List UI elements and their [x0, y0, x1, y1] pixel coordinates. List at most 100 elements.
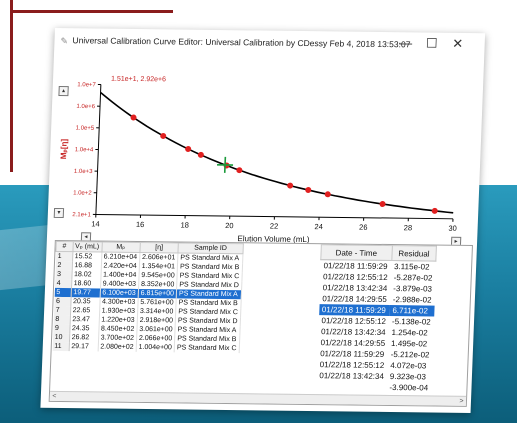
table-cell: 11 — [52, 341, 69, 352]
table-cell: 6.815e+00 — [137, 288, 177, 299]
table-cell: 1.400e+04 — [100, 270, 140, 280]
data-point — [324, 191, 331, 198]
table-cell: 1.004e+00 — [135, 342, 175, 353]
table-cell: 5 — [54, 287, 72, 298]
table-cell: 18.02 — [71, 270, 101, 280]
table-cell: 23.47 — [69, 315, 99, 325]
table-cell: 18.60 — [71, 279, 101, 289]
calibration-data-table: # Vₚ (mL) Mₚ [η] Sample ID 1 15.52 6.210e+04 2.… — [52, 241, 244, 354]
table-cell: 1.354e+01 — [139, 261, 178, 272]
table-cell: 2 — [55, 260, 73, 271]
cursor-crosshair-v — [223, 156, 227, 173]
x-tick-label: 16 — [136, 220, 145, 229]
table-cell: 19.77 — [70, 288, 101, 298]
data-point — [130, 114, 137, 121]
title-bar: ✎ Universal Calibration Curve Editor: Un… — [54, 28, 485, 57]
table-cell: 01/22/18 12:55:12 — [322, 272, 388, 282]
x-axis-label: Elution Volume (mL) — [237, 234, 310, 244]
table-cell: 15.52 — [72, 251, 102, 262]
table-cell: 1.930e+03 — [98, 306, 138, 316]
column-header: Vₚ (mL) — [72, 241, 102, 253]
table-cell: -5.212e-02 — [390, 350, 430, 360]
y-tick-label: 1.0e+4 — [75, 147, 94, 153]
table-cell: 16.88 — [71, 261, 102, 271]
calibration-editor-window: ✎ Universal Calibration Curve Editor: Un… — [40, 28, 486, 413]
data-point — [185, 145, 192, 152]
table-cell: 01/22/18 14:29:55 — [320, 338, 386, 348]
table-row[interactable]: -3.900e-04 — [316, 381, 432, 393]
data-point — [197, 151, 204, 158]
table-cell: 2.066e+00 — [136, 333, 175, 344]
table-cell: 2.420e+04 — [100, 261, 140, 271]
table-cell: 22.65 — [69, 306, 100, 316]
x-tick-label: 28 — [404, 223, 413, 232]
table-cell: 8.352e+00 — [138, 279, 177, 290]
x-tick-label: 14 — [91, 219, 100, 228]
decorative-line-horizontal — [10, 10, 173, 13]
table-cell: 3.115e-02 — [393, 262, 430, 272]
table-cell: 5.761e+00 — [137, 297, 177, 308]
table-cell: 8 — [53, 314, 70, 325]
table-cell: -3.900e-04 — [389, 382, 429, 393]
calibration-chart[interactable]: 1.0e+7 1.0e+6 1.0e+5 1.0e+4 1.0e+3 1.0e+2 2.1e… — [47, 54, 484, 249]
scroll-right-icon[interactable]: > — [459, 397, 464, 405]
table-row[interactable]: 01/22/18 13:42:34 9.323e-03 — [316, 370, 432, 382]
table-cell: 9 — [52, 323, 70, 334]
x-tick-label: 18 — [180, 220, 189, 229]
table-cell: 9.400e+03 — [100, 279, 139, 289]
data-point — [287, 182, 294, 189]
column-header: # — [55, 241, 73, 252]
table-cell: -3.879e-03 — [393, 284, 433, 294]
fit-curve — [100, 91, 454, 214]
y-tick-label: 1.0e+2 — [73, 191, 92, 197]
y-axis-label: Mₚ[η] — [59, 139, 69, 160]
table-cell: 7 — [53, 305, 71, 316]
x-tick-label: 22 — [270, 222, 279, 231]
table-cell: 1 — [55, 251, 73, 262]
table-cell: 2.918e+00 — [136, 315, 176, 326]
y-tick-label: 1.0e+6 — [76, 104, 95, 110]
maximize-button[interactable]: ☐ — [425, 35, 438, 51]
table-cell: 20.35 — [70, 297, 100, 307]
column-header: Date - Time — [320, 244, 392, 261]
table-cell: 01/22/18 11:59:29 — [320, 349, 385, 359]
y-axis-down-button[interactable]: ▾ — [53, 207, 65, 219]
table-cell: 01/22/18 13:42:34 — [319, 371, 385, 381]
table-cell: 9.545e+00 — [138, 270, 178, 281]
table-cell: 4.300e+03 — [99, 297, 138, 307]
close-button[interactable]: ✕ — [451, 35, 464, 51]
y-axis-up-button[interactable]: ▴ — [58, 86, 69, 97]
table-cell: 9.323e-03 — [389, 372, 427, 382]
data-point — [236, 167, 243, 174]
table-cell: PS Standard Mix C — [174, 343, 240, 354]
table-cell: 01/22/18 11:59:29 — [323, 261, 388, 271]
x-tick-label: 26 — [359, 223, 368, 232]
window-title: Universal Calibration Curve Editor: Univ… — [72, 35, 411, 50]
table-cell: 01/22/18 14:29:55 — [322, 294, 388, 304]
minimize-button[interactable]: — — [398, 35, 413, 51]
x-tick-label: 24 — [314, 222, 323, 231]
column-header: Residual — [391, 245, 437, 262]
table-cell: 8.450e+02 — [98, 324, 137, 334]
y-tick-label: 1.0e+5 — [76, 126, 95, 132]
column-header: [η] — [139, 242, 179, 253]
scroll-left-icon[interactable]: < — [52, 392, 57, 400]
table-cell: 1.495e-02 — [390, 339, 428, 349]
table-row[interactable]: 11 29.17 2.080e+02 1.004e+00 PS Standard Mix… — [52, 341, 240, 354]
detail-data-table: Date - Time Residual 01/22/18 11:59:29 3.1… — [315, 244, 437, 393]
table-cell: 01/22/18 13:42:34 — [322, 283, 388, 293]
table-cell: -5.287e-02 — [393, 273, 433, 283]
table-cell — [316, 381, 387, 393]
table-cell: 3.314e+00 — [137, 306, 176, 317]
table-cell: 3.700e+02 — [97, 333, 137, 343]
table-cell: 26.82 — [68, 333, 99, 343]
table-cell: 01/22/18 12:55:12 — [319, 360, 385, 370]
table-cell: 2.606e+01 — [139, 252, 179, 263]
table-cell: -2.988e-02 — [392, 295, 432, 305]
data-point — [379, 201, 386, 208]
column-header: Mₚ — [101, 242, 141, 253]
data-point — [160, 132, 167, 139]
table-cell: 24.35 — [69, 324, 99, 334]
table-cell: 3.061e+00 — [136, 324, 176, 335]
x-tick-label: 20 — [225, 221, 234, 230]
